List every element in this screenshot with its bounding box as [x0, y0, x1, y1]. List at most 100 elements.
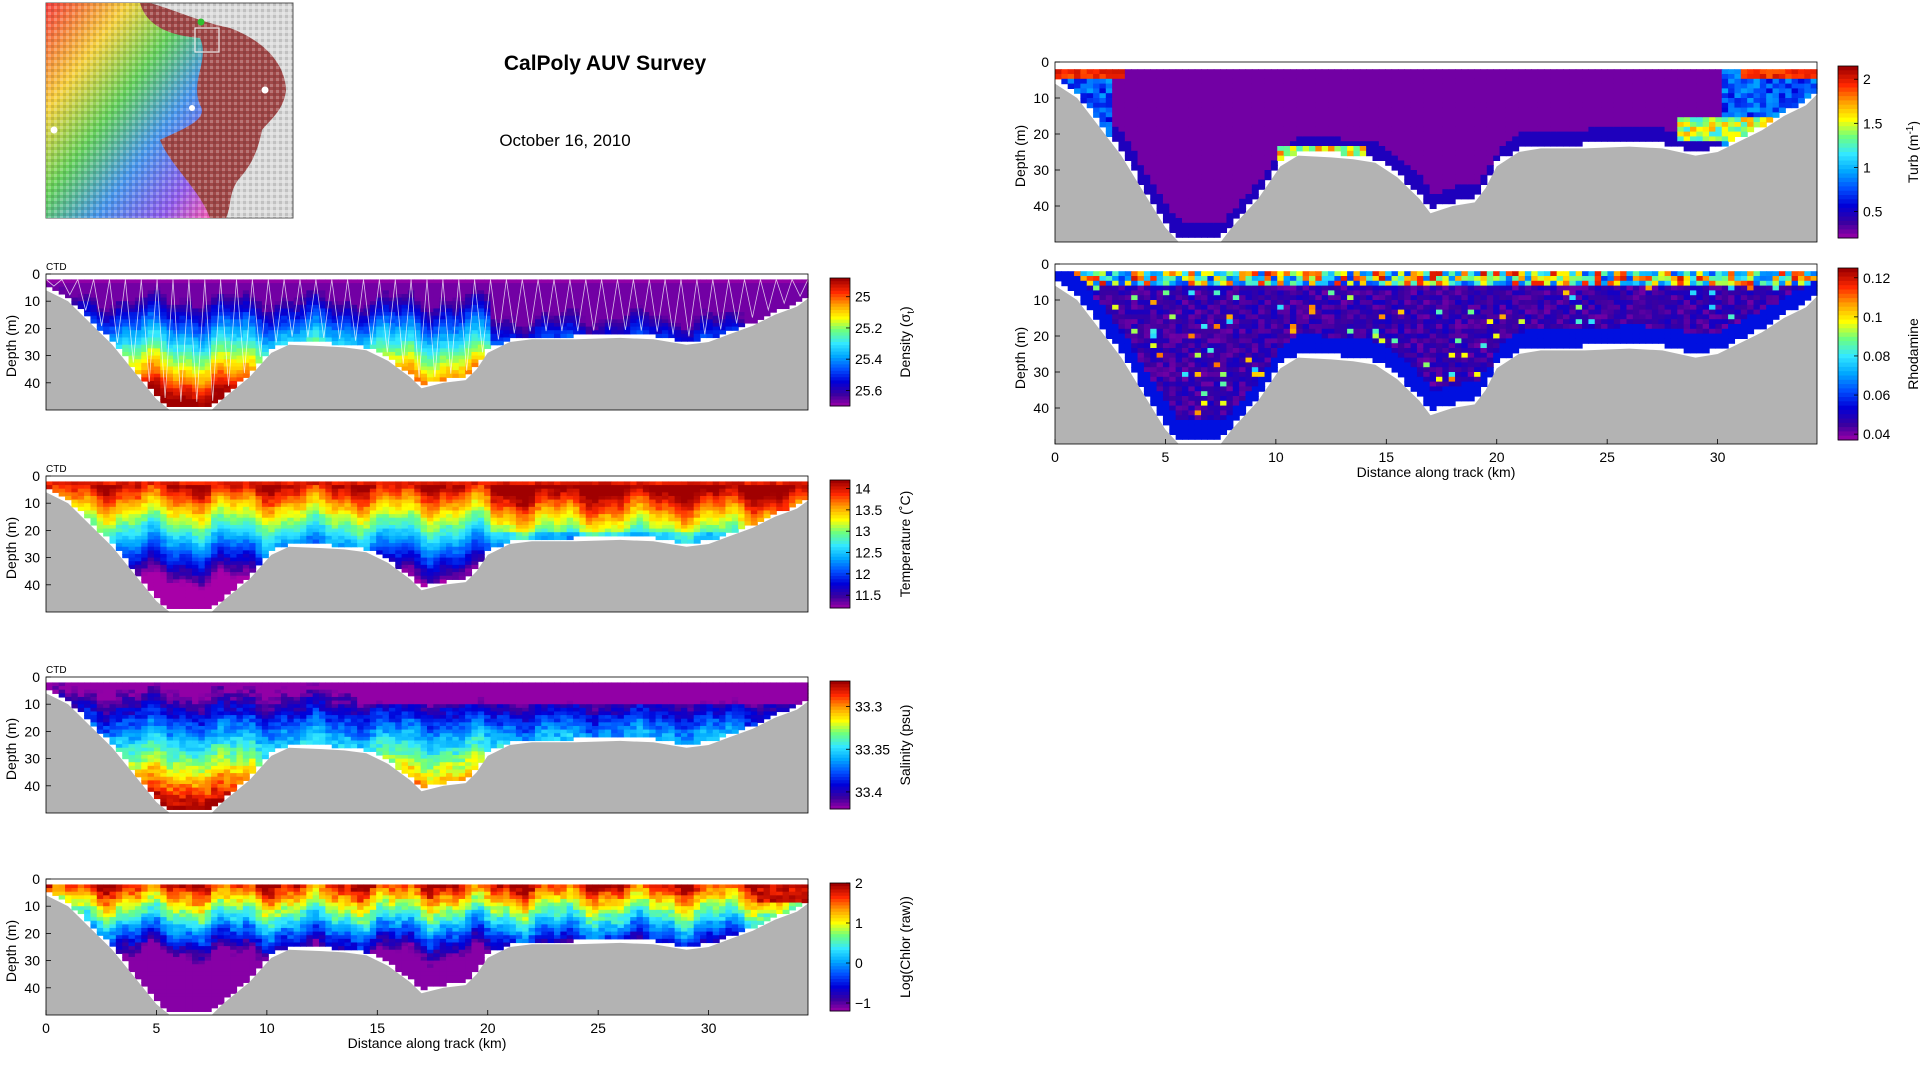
colorbar-tick-label: 14: [855, 481, 871, 497]
instrument-tag: CTD: [46, 665, 67, 676]
heatmap-cells: [46, 884, 809, 1012]
turbidity-panel: 0 10 20 30 40 Depth (m) 2 1.5 1 0.5 Turb (m-1): [1012, 54, 1920, 243]
colorbar-label: Rhodamine: [1905, 318, 1920, 390]
x-tick-label: 25: [590, 1020, 606, 1036]
colorbar-tick-label: 25.2: [855, 320, 882, 336]
colorbar-label-end: ): [897, 306, 913, 311]
colorbar-tick-label: 0.06: [1863, 387, 1890, 403]
mooring-marker: [197, 18, 205, 26]
temperature-panel: 0 10 20 30 40 Depth (m) CTD 14 13.5 13 12.5 12 11.5 T…: [3, 464, 913, 613]
heatmap-cells: [46, 682, 809, 810]
y-tick-label: 10: [24, 898, 40, 914]
colorbar-tick-label: 12.5: [855, 545, 882, 561]
y-tick-label: 40: [24, 577, 40, 593]
density-panel: 0 10 20 30 40 Depth (m) CTD 25 25.2 25.4 25.6 Densi…: [3, 262, 917, 411]
seafloor-bathymetry: [46, 693, 808, 813]
plot-frame: [45, 475, 809, 613]
y-tick-label: 0: [1041, 54, 1049, 70]
plot-frame: [45, 273, 809, 411]
y-tick-label: 0: [32, 669, 40, 685]
colorbar-label-end: ): [1905, 121, 1920, 126]
colorbar: 33.3 33.35 33.4 Salinity (psu): [829, 680, 913, 810]
colorbar-tick-label: 1: [1863, 159, 1871, 175]
x-tick-label: 5: [1162, 449, 1170, 465]
colorbar-tick-label: 2: [1863, 71, 1871, 87]
x-axis-label: Distance along track (km): [348, 1035, 507, 1051]
colorbar-tick-label: 0.12: [1863, 270, 1890, 286]
y-tick-label: 30: [24, 348, 40, 364]
y-tick-label: 40: [24, 375, 40, 391]
y-tick-label: 20: [1033, 328, 1049, 344]
y-tick-label: 40: [24, 980, 40, 996]
page-title: CalPoly AUV Survey: [503, 52, 707, 75]
colorbar-tick-label: 25.4: [855, 351, 882, 367]
plot-frame: [45, 878, 809, 1016]
colorbar-tick-label: 33.4: [855, 784, 882, 800]
colorbar-tick-label: 0: [855, 955, 863, 971]
y-tick-label: 0: [1041, 256, 1049, 272]
y-axis-label: Depth (m): [1012, 327, 1028, 389]
y-tick-label: 0: [32, 871, 40, 887]
y-tick-label: 30: [24, 550, 40, 566]
y-tick-label: 30: [24, 953, 40, 969]
y-tick-label: 20: [24, 320, 40, 336]
colorbar-tick-label: 33.3: [855, 699, 882, 715]
colorbar-tick-label: 2: [855, 875, 863, 891]
y-tick-label: 20: [24, 522, 40, 538]
instrument-tag: CTD: [46, 464, 67, 475]
survey-date: October 16, 2010: [499, 131, 631, 150]
y-tick-label: 10: [24, 293, 40, 309]
seafloor-bathymetry: [1055, 285, 1817, 444]
colorbar: 2 1 0 −1 Log(Chlor (raw)): [829, 875, 913, 1012]
colorbar: 25 25.2 25.4 25.6 Density (σt): [829, 277, 917, 407]
y-tick-label: 0: [32, 468, 40, 484]
station-marker-west: [50, 126, 58, 134]
x-tick-label: 20: [1489, 449, 1505, 465]
y-tick-label: 40: [1033, 400, 1049, 416]
y-tick-label: 10: [24, 696, 40, 712]
x-tick-label: 15: [370, 1020, 386, 1036]
colorbar-tick-label: 1.5: [1863, 115, 1883, 131]
seafloor-bathymetry: [1055, 83, 1817, 242]
colorbar-tick-label: 12: [855, 566, 871, 582]
survey-box: [194, 27, 220, 53]
seafloor-bathymetry: [46, 492, 808, 612]
salinity-panel: 0 10 20 30 40 Depth (m) CTD 33.3 33.35 33.4 Salini…: [3, 665, 913, 814]
x-tick-label: 25: [1599, 449, 1615, 465]
heatmap-cells: [46, 481, 809, 609]
y-tick-label: 30: [1033, 364, 1049, 380]
seafloor-bathymetry: [46, 895, 808, 1015]
y-tick-label: 10: [24, 495, 40, 511]
y-axis-label: Depth (m): [3, 718, 19, 780]
x-tick-label: 10: [259, 1020, 275, 1036]
colorbar-tick-label: 1: [855, 915, 863, 931]
seafloor-bathymetry: [46, 290, 808, 410]
colorbar-tick-label: 0.1: [1863, 309, 1883, 325]
y-tick-label: 10: [1033, 90, 1049, 106]
colorbar-label: Turb (m-1): [1905, 121, 1920, 183]
plot-frame: [1054, 263, 1818, 445]
x-tick-label: 0: [42, 1020, 50, 1036]
y-tick-label: 0: [32, 266, 40, 282]
y-tick-label: 30: [24, 751, 40, 767]
heatmap-cells: [1055, 69, 1818, 238]
x-tick-label: 20: [480, 1020, 496, 1036]
x-tick-label: 15: [1379, 449, 1395, 465]
colorbar-tick-label: −1: [855, 995, 871, 1011]
colorbar-label: Temperature (˚C): [897, 491, 913, 598]
heatmap-cells: [46, 279, 809, 407]
y-tick-label: 20: [24, 723, 40, 739]
auv-track: [45, 277, 809, 402]
colorbar-label-superscript: -1: [1905, 125, 1916, 134]
colorbar-tick-label: 13.5: [855, 502, 882, 518]
colorbar-tick-label: 25.6: [855, 382, 882, 398]
rhodamine-panel: 0 10 20 30 40 Depth (m) 0 5 10 15 20 25 30 Distance a…: [1012, 256, 1920, 480]
station-marker-east: [261, 86, 269, 94]
y-tick-label: 30: [1033, 162, 1049, 178]
heatmap-cells: [1055, 271, 1818, 440]
colorbar-tick-label: 25: [855, 289, 871, 305]
colorbar-label: Density (σt): [897, 306, 917, 377]
colorbar-tick-label: 11.5: [855, 587, 881, 603]
